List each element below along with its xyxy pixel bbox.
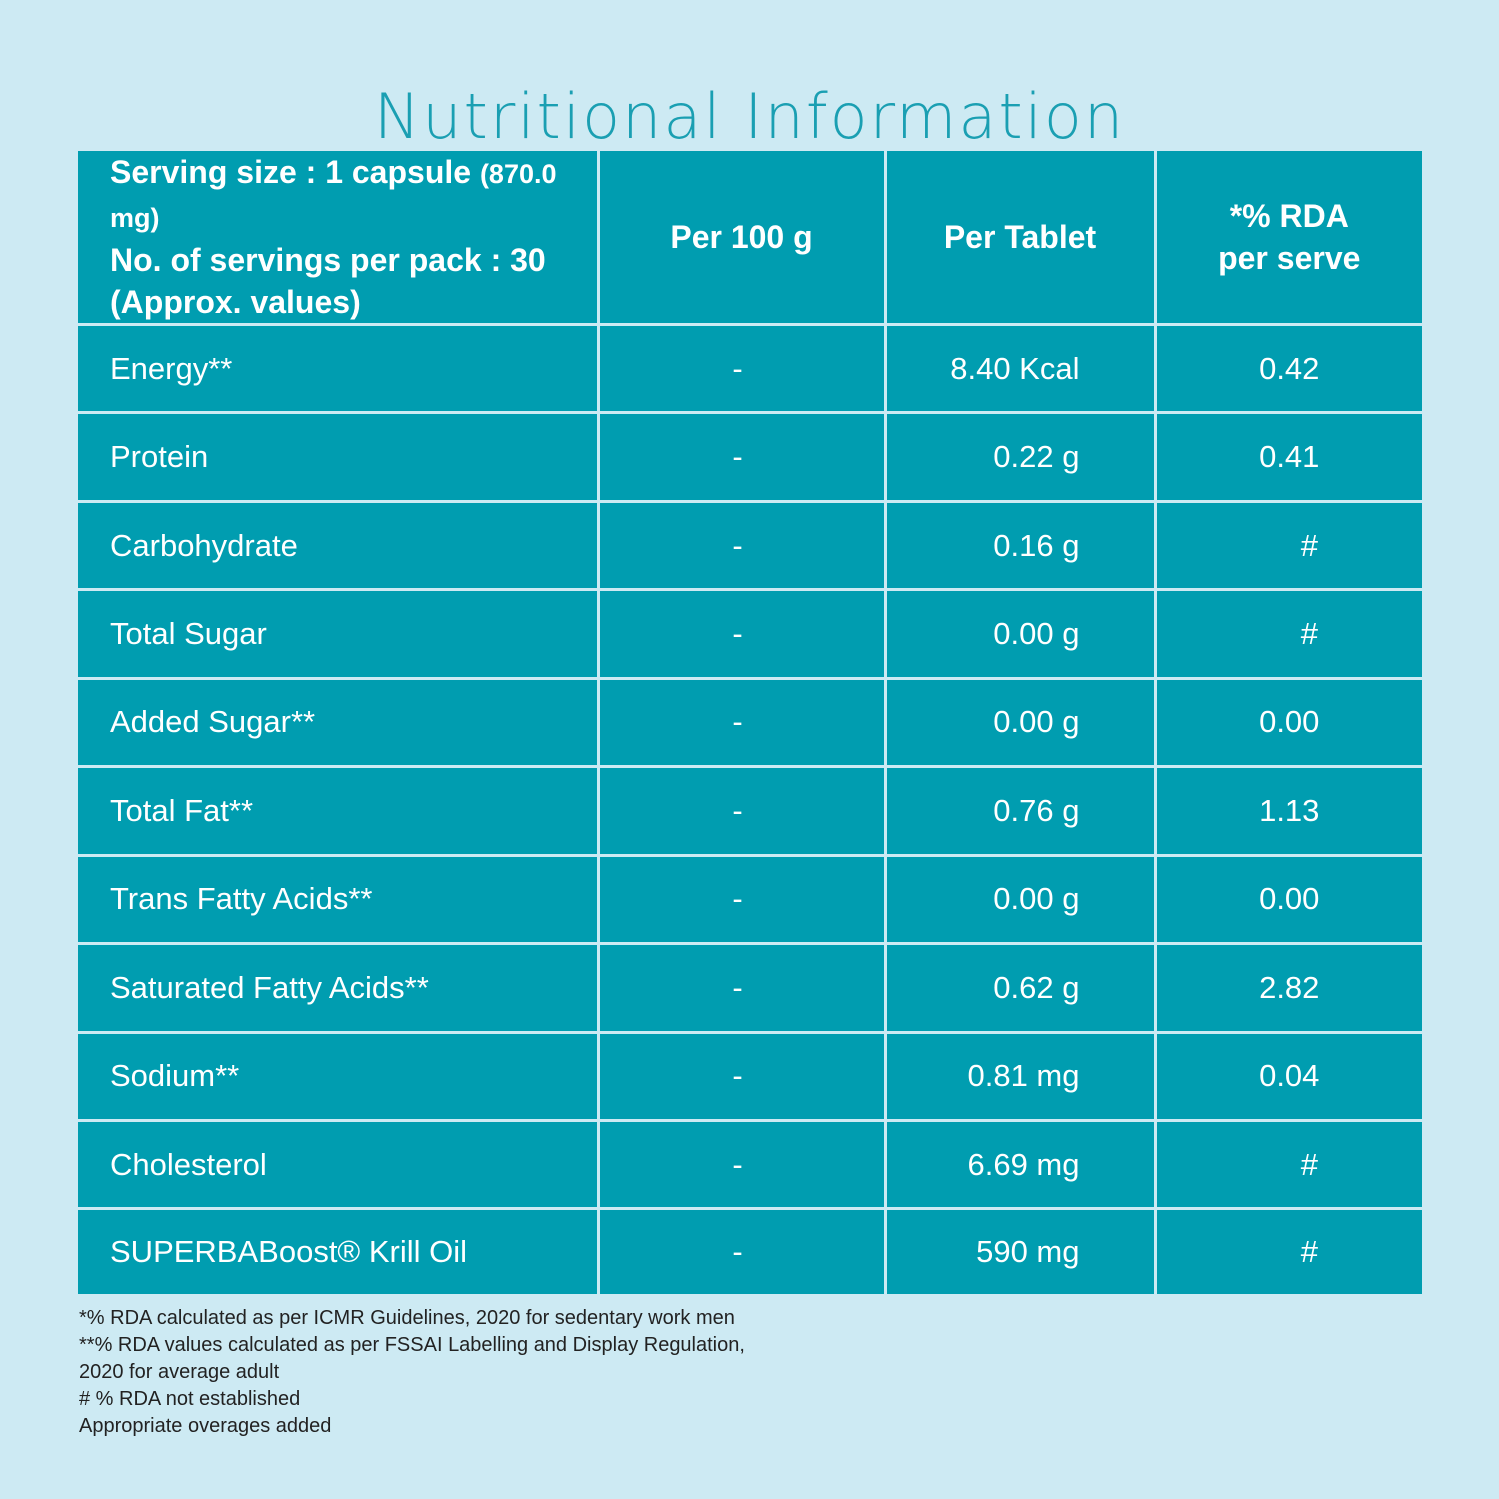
per-tablet-value: 8.40 Kcal [883, 322, 1157, 415]
per-tablet-value: 0.22 g [883, 411, 1157, 503]
per-100g-value: - [596, 853, 887, 946]
rda-value: 0.00 [1153, 853, 1422, 946]
per-100g-value: - [596, 1030, 887, 1122]
per-tablet-value: 0.16 g [883, 499, 1157, 592]
footnote-line: *% RDA calculated as per ICMR Guidelines… [79, 1307, 735, 1329]
approx-values-note: (Approx. values) [110, 284, 361, 320]
per-100g-header: Per 100 g [596, 151, 887, 326]
rda-header-line2: per serve [1218, 240, 1361, 276]
rda-value: # [1153, 588, 1422, 680]
rda-value: 0.42 [1153, 322, 1422, 415]
rda-value: 0.41 [1153, 411, 1422, 503]
per-tablet-value: 0.00 g [883, 676, 1157, 769]
nutrient-name: Saturated Fatty Acids** [78, 942, 600, 1034]
per-tablet-value: 0.81 mg [883, 1030, 1157, 1122]
rda-value: 2.82 [1153, 942, 1422, 1034]
per-tablet-header: Per Tablet [883, 151, 1157, 326]
table-row: Carbohydrate -0.16 g # [78, 499, 1422, 592]
rda-value: # [1153, 499, 1422, 592]
per-100g-value: - [596, 942, 887, 1034]
nutrient-name: Trans Fatty Acids** [78, 853, 600, 946]
per-100g-value: - [596, 499, 887, 592]
per-tablet-value: 0.62 g [883, 942, 1157, 1034]
rda-value: # [1153, 1118, 1422, 1211]
per-100g-value: - [596, 1118, 887, 1211]
rda-value: # [1153, 1207, 1422, 1294]
footnote-line: **% RDA values calculated as per FSSAI L… [79, 1334, 745, 1356]
serving-info-header: Serving size : 1 capsule (870.0 mg) No. … [78, 151, 600, 326]
nutrient-name: Carbohydrate [78, 499, 600, 592]
servings-per-pack: No. of servings per pack : 30 [110, 242, 546, 278]
table-row: Energy** -8.40 Kcal 0.42 [78, 322, 1422, 415]
per-tablet-value: 6.69 mg [883, 1118, 1157, 1211]
per-tablet-value: 0.00 g [883, 588, 1157, 680]
rda-header-line1: *% RDA [1229, 198, 1349, 234]
serving-size-label: Serving size : 1 capsule [110, 154, 472, 190]
rda-header: *% RDA per serve [1153, 151, 1422, 326]
nutrient-name: SUPERBABoost® Krill Oil [78, 1207, 600, 1294]
nutrient-name: Cholesterol [78, 1118, 600, 1211]
per-100g-value: - [596, 765, 887, 857]
footnote-line: 2020 for average adult [79, 1361, 280, 1383]
table-header-row: Serving size : 1 capsule (870.0 mg) No. … [78, 151, 1422, 326]
footnote-line: Appropriate overages added [79, 1415, 332, 1437]
table-row: Total Sugar -0.00 g # [78, 588, 1422, 680]
serving-size-weight: (870.0 mg) [110, 159, 557, 233]
nutrition-table-container: Serving size : 1 capsule (870.0 mg) No. … [78, 151, 1422, 1294]
per-100g-value: - [596, 322, 887, 415]
table-body: Energy** -8.40 Kcal 0.42 Protein -0.22 g 0.41… [78, 322, 1422, 1294]
per-100g-value: - [596, 1207, 887, 1294]
per-tablet-value: 590 mg [883, 1207, 1157, 1294]
nutrient-name: Energy** [78, 322, 600, 415]
table-row: Total Fat** -0.76 g 1.13 [78, 765, 1422, 857]
table-row: Sodium** -0.81 mg 0.04 [78, 1030, 1422, 1122]
table-row: Added Sugar** -0.00 g 0.00 [78, 676, 1422, 769]
table-row: Cholesterol -6.69 mg # [78, 1118, 1422, 1211]
page-title: Nutritional Information [373, 80, 1126, 153]
table-row: Protein -0.22 g 0.41 [78, 411, 1422, 503]
table-row: SUPERBABoost® Krill Oil -590 mg # [78, 1207, 1422, 1294]
per-100g-value: - [596, 676, 887, 769]
per-tablet-value: 0.00 g [883, 853, 1157, 946]
rda-value: 0.00 [1153, 676, 1422, 769]
nutrition-table: Serving size : 1 capsule (870.0 mg) No. … [78, 151, 1422, 1294]
per-tablet-value: 0.76 g [883, 765, 1157, 857]
per-100g-value: - [596, 588, 887, 680]
nutrient-name: Protein [78, 411, 600, 503]
per-100g-value: - [596, 411, 887, 503]
nutrient-name: Total Fat** [78, 765, 600, 857]
table-row: Trans Fatty Acids** -0.00 g 0.00 [78, 853, 1422, 946]
nutrient-name: Total Sugar [78, 588, 600, 680]
rda-value: 1.13 [1153, 765, 1422, 857]
nutrient-name: Sodium** [78, 1030, 600, 1122]
rda-value: 0.04 [1153, 1030, 1422, 1122]
footnote-line: # % RDA not established [79, 1388, 301, 1410]
footnotes: *% RDA calculated as per ICMR Guidelines… [79, 1305, 839, 1440]
table-row: Saturated Fatty Acids** -0.62 g 2.82 [78, 942, 1422, 1034]
nutrient-name: Added Sugar** [78, 676, 600, 769]
